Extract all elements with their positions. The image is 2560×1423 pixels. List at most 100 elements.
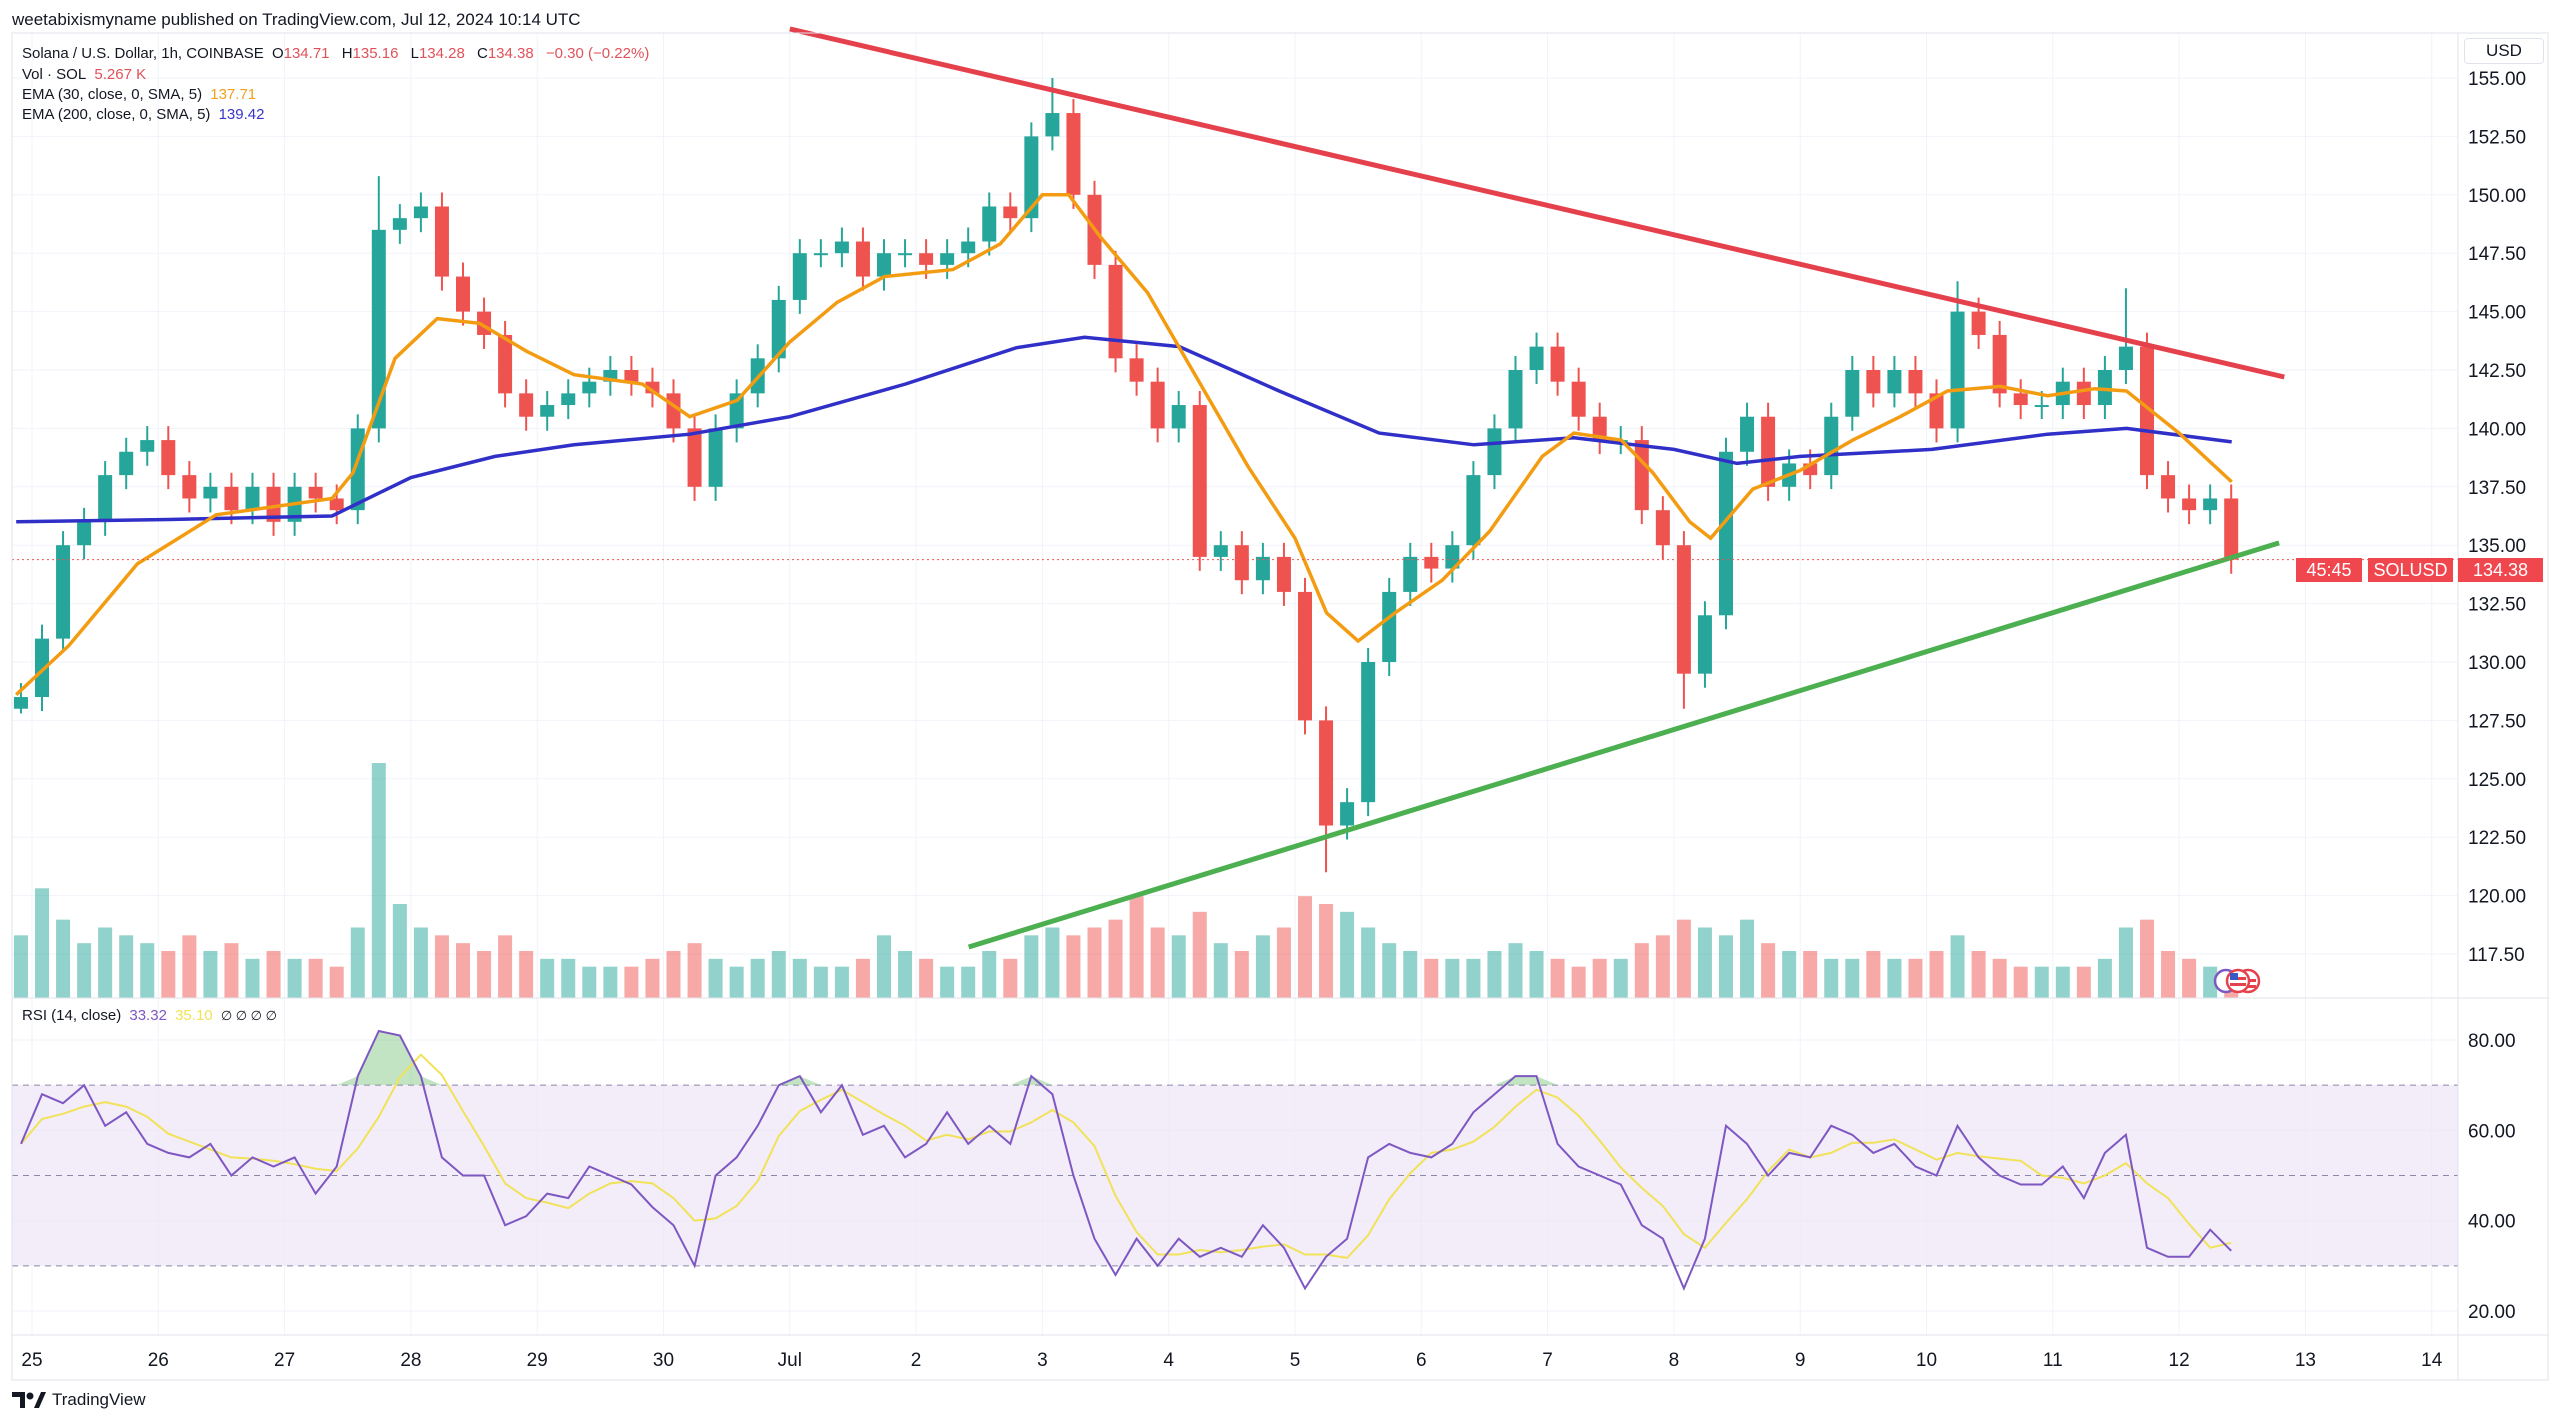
candle[interactable] bbox=[1213, 531, 1228, 571]
candle[interactable] bbox=[687, 414, 702, 501]
candle[interactable] bbox=[1740, 402, 1755, 466]
candle[interactable] bbox=[1382, 577, 1397, 677]
candle[interactable] bbox=[1887, 355, 1902, 408]
candle[interactable] bbox=[224, 472, 239, 525]
candle[interactable] bbox=[1298, 577, 1312, 735]
candle[interactable] bbox=[413, 192, 428, 233]
candle[interactable] bbox=[2097, 355, 2112, 420]
candle[interactable] bbox=[1676, 531, 1691, 709]
candle[interactable] bbox=[2161, 461, 2176, 513]
candle[interactable] bbox=[392, 204, 407, 244]
candle[interactable] bbox=[2076, 367, 2091, 420]
candle[interactable] bbox=[519, 379, 534, 431]
currency-selector[interactable]: USD bbox=[2464, 38, 2544, 64]
candle[interactable] bbox=[35, 624, 49, 712]
candle[interactable] bbox=[2013, 379, 2028, 420]
candle[interactable] bbox=[266, 472, 281, 536]
tradingview-logo[interactable]: TradingView bbox=[12, 1390, 146, 1410]
candle[interactable] bbox=[1234, 531, 1249, 595]
rsi-legend[interactable]: RSI (14, close) 33.32 35.10 ∅ ∅ ∅ ∅ bbox=[22, 1007, 281, 1024]
candle[interactable] bbox=[1508, 355, 1523, 443]
candle[interactable] bbox=[203, 472, 218, 513]
candle[interactable] bbox=[1866, 355, 1881, 408]
resistance-trendline[interactable] bbox=[789, 26, 2285, 380]
candle[interactable] bbox=[729, 379, 744, 443]
candle[interactable] bbox=[1024, 122, 1039, 233]
candle[interactable] bbox=[1908, 355, 1923, 408]
candle[interactable] bbox=[77, 507, 92, 560]
candle[interactable] bbox=[1529, 332, 1544, 385]
candle[interactable] bbox=[245, 472, 260, 525]
axes[interactable]: 155.00 152.50 150.00 147.50 145.00 142.50 140.… bbox=[11, 32, 2549, 1381]
candle[interactable] bbox=[1550, 332, 1565, 396]
candle[interactable] bbox=[1255, 542, 1270, 595]
candle[interactable] bbox=[140, 426, 155, 466]
candle[interactable] bbox=[834, 227, 849, 268]
candle[interactable] bbox=[1108, 250, 1123, 373]
candle[interactable] bbox=[2140, 332, 2154, 490]
candle[interactable] bbox=[161, 426, 176, 490]
candle[interactable] bbox=[855, 227, 870, 291]
candle[interactable] bbox=[308, 472, 323, 513]
candle[interactable] bbox=[1150, 367, 1165, 443]
candle[interactable] bbox=[898, 239, 913, 268]
candle[interactable] bbox=[1319, 706, 1334, 873]
economic-event-icon[interactable] bbox=[2225, 968, 2251, 994]
candle[interactable] bbox=[1192, 391, 1207, 571]
candle[interactable] bbox=[1276, 542, 1291, 606]
candle[interactable] bbox=[1655, 496, 1670, 560]
candle[interactable] bbox=[1719, 437, 1733, 630]
candle[interactable] bbox=[434, 192, 449, 291]
volume-bar bbox=[2203, 966, 2218, 998]
candle[interactable] bbox=[771, 285, 786, 373]
candles[interactable] bbox=[13, 78, 2239, 873]
candle[interactable] bbox=[624, 355, 639, 396]
candle[interactable] bbox=[877, 239, 891, 291]
candle[interactable] bbox=[1950, 281, 1965, 443]
candle[interactable] bbox=[2118, 288, 2133, 385]
candle[interactable] bbox=[119, 437, 134, 490]
economic-events[interactable] bbox=[2213, 968, 2261, 994]
candle[interactable] bbox=[2182, 484, 2197, 525]
candle[interactable] bbox=[645, 367, 660, 408]
candle[interactable] bbox=[582, 367, 597, 408]
candle[interactable] bbox=[1634, 426, 1649, 525]
ema30-legend[interactable]: EMA (30, close, 0, SMA, 5) 137.71 bbox=[22, 86, 260, 103]
candle[interactable] bbox=[1424, 542, 1439, 583]
candle[interactable] bbox=[56, 531, 71, 653]
symbol-legend[interactable]: Solana / U.S. Dollar, 1h, COINBASE O134.… bbox=[22, 45, 653, 62]
candle[interactable] bbox=[982, 192, 997, 256]
candle[interactable] bbox=[603, 355, 618, 396]
candle[interactable] bbox=[498, 320, 513, 408]
candle[interactable] bbox=[1403, 542, 1418, 606]
candle[interactable] bbox=[1845, 355, 1860, 431]
support-trendline[interactable] bbox=[967, 540, 2280, 950]
candle[interactable] bbox=[456, 262, 470, 326]
candle[interactable] bbox=[1361, 647, 1376, 817]
candle[interactable] bbox=[940, 239, 955, 279]
candle[interactable] bbox=[1697, 601, 1712, 688]
candle[interactable] bbox=[1487, 414, 1502, 490]
candle[interactable] bbox=[1171, 391, 1186, 443]
candle[interactable] bbox=[1992, 320, 2007, 408]
candle[interactable] bbox=[1592, 402, 1607, 455]
candle[interactable] bbox=[1003, 192, 1018, 233]
candle[interactable] bbox=[1129, 344, 1144, 396]
ema200-legend[interactable]: EMA (200, close, 0, SMA, 5) 139.42 bbox=[22, 106, 268, 123]
candle[interactable] bbox=[792, 239, 807, 314]
candle[interactable] bbox=[98, 461, 113, 536]
volume-bar bbox=[1782, 951, 1797, 998]
candle[interactable] bbox=[813, 239, 828, 268]
volume-legend[interactable]: Vol · SOL 5.267 K bbox=[22, 66, 150, 83]
candle[interactable] bbox=[1066, 99, 1081, 209]
candle[interactable] bbox=[182, 461, 197, 513]
candle[interactable] bbox=[1571, 367, 1586, 431]
candle[interactable] bbox=[1445, 531, 1460, 583]
candle[interactable] bbox=[1824, 402, 1839, 490]
candle[interactable] bbox=[540, 391, 555, 431]
candle[interactable] bbox=[1466, 461, 1481, 560]
candle[interactable] bbox=[561, 379, 576, 420]
candle[interactable] bbox=[2203, 484, 2218, 525]
candle[interactable] bbox=[1929, 379, 1944, 443]
